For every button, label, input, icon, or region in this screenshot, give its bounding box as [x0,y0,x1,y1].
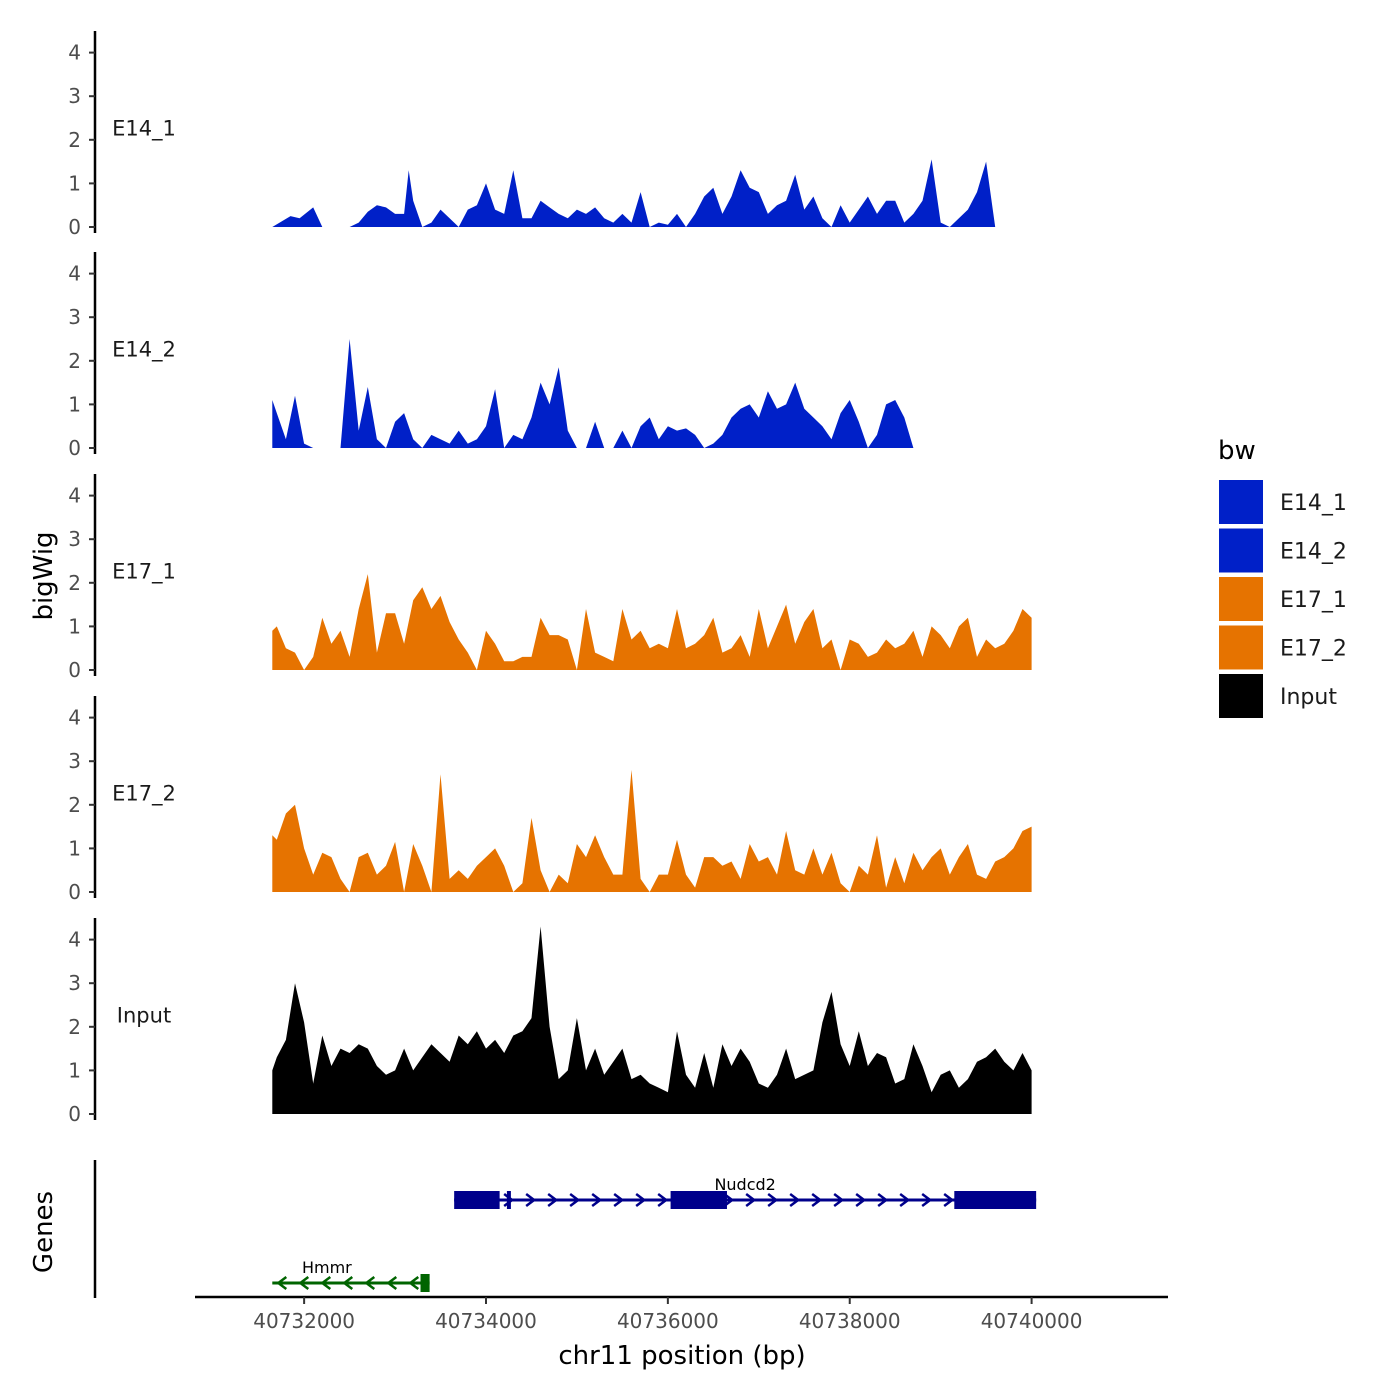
legend-label: E14_1 [1280,491,1347,516]
legend-label: E14_2 [1280,540,1347,565]
legend-swatch-e14-1 [1219,480,1263,524]
y-axis-title: bigWig [29,531,59,620]
coverage-area-e14-2 [272,339,1032,448]
coverage-tracks: 0 1 2 3 4 E14_1 0 1 2 3 4 E14_2 0 1 2 3 4 E17_1 0 1 2 3 4 E17_2… [68,31,1032,1126]
strand-arrow [386,1276,398,1290]
x-axis-title: chr11 position (bp) [558,1341,805,1371]
track-e14-2: 0 1 2 3 4 E14_2 [68,252,1032,460]
strand-arrow [525,1193,537,1207]
strand-arrow [547,1193,559,1207]
y-tick-label: 4 [68,928,81,952]
y-tick-label: 1 [68,392,81,416]
track-label: E14_2 [112,337,176,362]
x-tick-label: 40732000 [253,1309,355,1333]
genes-axis-title: Genes [29,1191,59,1273]
x-tick-label: 40736000 [617,1309,719,1333]
legend-label: E17_1 [1280,588,1347,613]
gene-name-label: Hmmr [302,1258,352,1277]
track-label: E17_1 [112,559,176,584]
gene-hmmr: Hmmr [272,1258,430,1292]
y-tick-label: 0 [68,1102,81,1126]
track-e14-1: 0 1 2 3 4 E14_1 [68,31,1032,239]
coverage-area-e14-1 [272,159,1032,227]
gene-exon [420,1274,430,1292]
y-tick-label: 1 [68,836,81,860]
y-tick-label: 3 [68,527,81,551]
y-tick-label: 2 [68,1015,81,1039]
strand-arrow [745,1193,757,1207]
strand-arrow [855,1193,867,1207]
strand-arrow [342,1276,354,1290]
legend-swatch-e14-2 [1219,528,1263,573]
strand-arrow [591,1193,603,1207]
y-tick-label: 1 [68,171,81,195]
gene-exon [454,1191,500,1209]
x-tick-label: 40740000 [981,1309,1083,1333]
y-tick-label: 4 [68,262,81,286]
strand-arrow [635,1193,647,1207]
track-input: 0 1 2 3 4 Input [68,918,1032,1126]
strand-arrow [503,1192,515,1208]
coverage-area-input [272,926,1032,1114]
strand-arrow [899,1193,911,1207]
y-tick-label: 3 [68,971,81,995]
y-tick-label: 4 [68,706,81,730]
track-e17-1: 0 1 2 3 4 E17_1 [68,474,1032,682]
gene-track: Nudcd2 Hmmr [93,1160,1037,1298]
coverage-area-e17-2 [272,769,1032,892]
strand-arrow [364,1276,376,1290]
y-tick-label: 3 [68,749,81,773]
legend-title: bw [1218,436,1256,466]
legend-swatch-e17-2 [1219,625,1263,670]
track-label: E14_1 [112,116,176,141]
y-tick-label: 3 [68,305,81,329]
strand-arrow [789,1193,801,1207]
gene-exon [954,1191,1037,1209]
track-label: Input [117,1003,171,1027]
track-label: E17_2 [112,781,176,806]
y-tick-label: 2 [68,571,81,595]
legend-label: Input [1280,685,1337,710]
gene-name-label: Nudcd2 [714,1175,775,1194]
y-tick-label: 2 [68,349,81,373]
y-tick-label: 2 [68,128,81,152]
strand-arrow [569,1193,581,1207]
legend: bw E14_1 E14_2 E17_1 E17_2 Input [1218,436,1347,718]
gene-nudcd2: Nudcd2 [454,1175,1037,1209]
legend-label: E17_2 [1280,637,1347,662]
strand-arrow [811,1193,823,1207]
track-e17-2: 0 1 2 3 4 E17_2 [68,696,1032,904]
legend-swatch-e17-1 [1219,577,1263,621]
y-tick-label: 0 [68,215,81,239]
y-tick-label: 3 [68,84,81,108]
x-tick-label: 40738000 [799,1309,901,1333]
gene-exon [506,1191,511,1209]
gene-exon [670,1191,727,1209]
y-tick-label: 1 [68,1058,81,1082]
y-tick-label: 0 [68,658,81,682]
strand-arrow [276,1276,288,1290]
strand-arrow [943,1193,955,1207]
strand-arrow [921,1193,933,1207]
y-tick-label: 1 [68,614,81,638]
y-tick-label: 0 [68,436,81,460]
strand-arrow [320,1276,332,1290]
legend-swatch-input [1219,674,1263,718]
strand-arrow [657,1193,669,1207]
y-tick-label: 4 [68,484,81,508]
strand-arrow [877,1193,889,1207]
y-tick-label: 4 [68,41,81,65]
y-tick-label: 2 [68,793,81,817]
y-tick-label: 0 [68,880,81,904]
coverage-area-e17-1 [272,574,1032,670]
x-tick-label: 40734000 [435,1309,537,1333]
strand-arrow [767,1193,779,1207]
strand-arrow [408,1276,420,1290]
x-axis: 40732000 40734000 40736000 40738000 40740000 [195,1295,1168,1333]
strand-arrow [613,1193,625,1207]
strand-arrow [833,1193,845,1207]
strand-arrow [298,1276,310,1290]
